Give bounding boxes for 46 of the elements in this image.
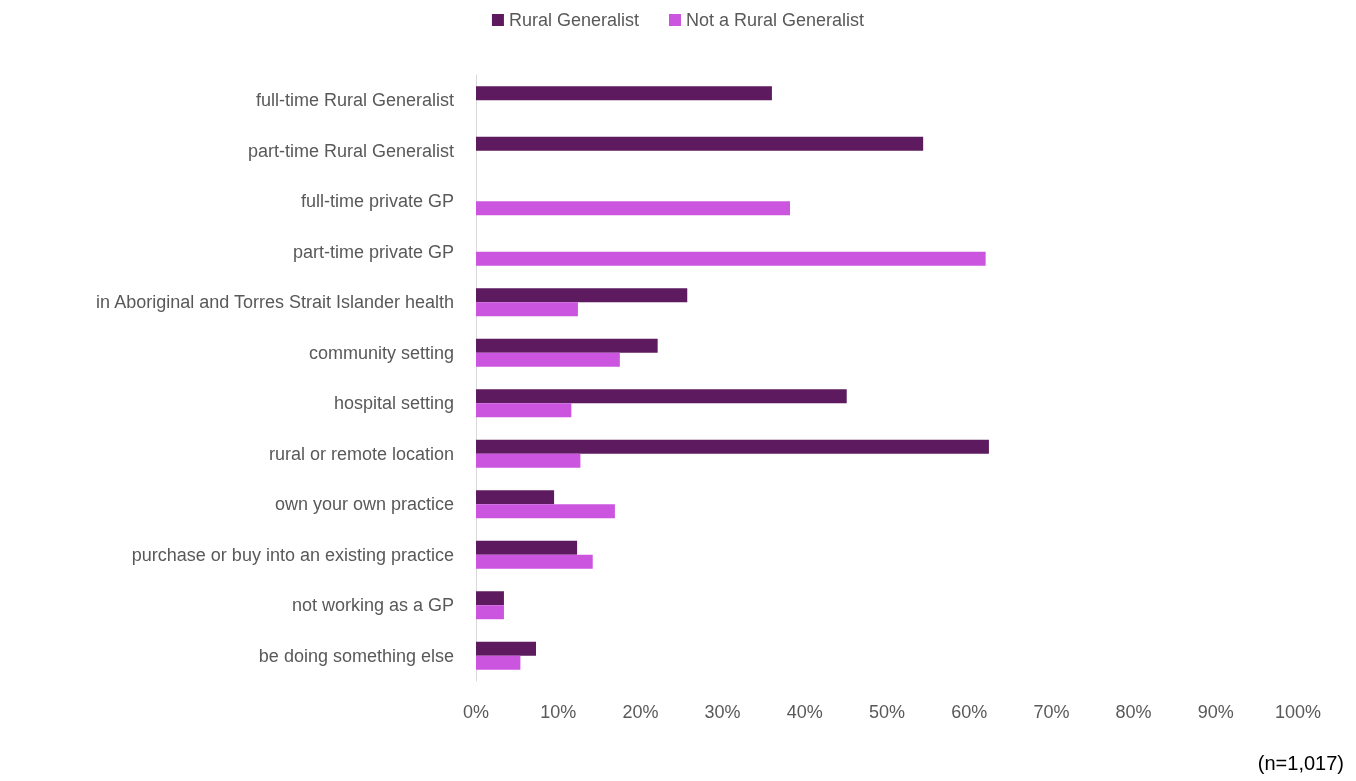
bar xyxy=(476,136,924,151)
x-tick-label: 60% xyxy=(951,702,988,722)
y-tick-label: not working as a GP xyxy=(291,595,454,616)
bar xyxy=(476,641,537,656)
y-tick-label: own your own practice xyxy=(274,494,454,515)
bar xyxy=(476,86,772,101)
text: (n=1,017) xyxy=(1257,752,1344,774)
x-tick-label: 50% xyxy=(868,702,906,722)
bar xyxy=(476,490,555,505)
legend-label: Rural Generalist xyxy=(508,10,639,30)
x-tick-label: 30% xyxy=(704,702,741,722)
y-tick-label: hospital setting xyxy=(333,393,454,414)
bar xyxy=(476,591,504,606)
bar xyxy=(476,439,989,454)
x-tick-label: 20% xyxy=(622,702,659,722)
bar xyxy=(476,302,578,317)
bar xyxy=(476,201,790,216)
y-tick-label: part-time private GP xyxy=(292,241,454,262)
x-tick-label: 40% xyxy=(786,702,823,722)
bar xyxy=(476,504,615,519)
bar xyxy=(476,655,521,670)
x-tick-label: 10% xyxy=(540,702,577,722)
legend-label: Not a Rural Generalist xyxy=(685,10,865,30)
bar xyxy=(476,540,578,555)
bar xyxy=(476,338,658,353)
x-tick-label: 70% xyxy=(1033,702,1070,722)
bar xyxy=(476,251,986,266)
y-tick-label: be doing something else xyxy=(258,645,454,666)
y-tick-label: purchase or buy into an existing practice xyxy=(131,544,454,565)
bar xyxy=(476,554,593,569)
x-tick-label: 80% xyxy=(1115,702,1152,722)
x-tick-label: 0% xyxy=(462,702,490,722)
y-tick-label: full-time Rural Generalist xyxy=(255,90,454,111)
y-tick-label: part-time Rural Generalist xyxy=(247,140,454,161)
bar xyxy=(476,605,504,620)
y-tick-label: full-time private GP xyxy=(300,191,454,212)
bar xyxy=(476,352,620,367)
bar xyxy=(476,453,581,468)
bar xyxy=(476,403,572,418)
x-tick-label: 100% xyxy=(1274,702,1322,722)
y-tick-label: rural or remote location xyxy=(268,443,454,464)
bar xyxy=(476,288,688,303)
y-tick-label: in Aboriginal and Torres Strait Islander health xyxy=(96,292,454,313)
bar xyxy=(476,389,847,404)
y-tick-label: community setting xyxy=(308,342,454,363)
x-tick-label: 90% xyxy=(1197,702,1234,722)
